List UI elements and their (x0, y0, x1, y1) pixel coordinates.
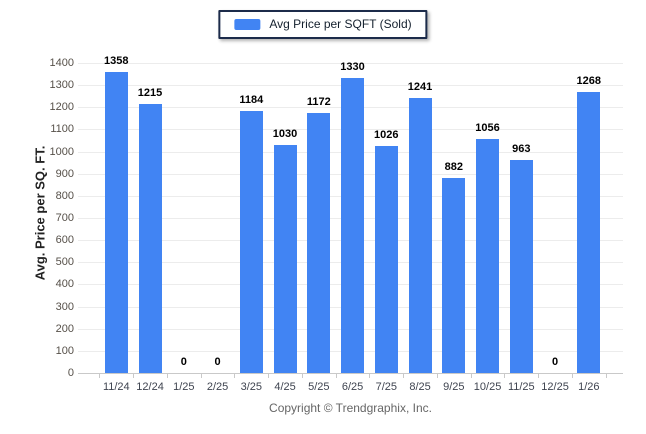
x-axis-tick (335, 374, 337, 378)
bar (374, 146, 398, 373)
x-tick-label: 7/25 (375, 381, 398, 393)
x-axis-tick (605, 374, 607, 378)
y-tick-label: 700 (55, 212, 74, 224)
y-tick-label: 600 (55, 234, 74, 247)
bar-value-label: 0 (551, 356, 559, 368)
x-tick-label: 3/25 (240, 381, 263, 393)
bar (239, 111, 263, 373)
x-tick-label: 8/25 (409, 381, 431, 393)
plot-area: 1358 11/24 1215 12/24 0 1/25 0 2/25 1184 3/25 1030… (78, 56, 623, 393)
x-tick-label: 6/25 (341, 381, 364, 393)
y-tick-label: 200 (55, 322, 74, 335)
x-axis-tick (369, 374, 371, 378)
bar-value-label: 882 (444, 161, 463, 173)
y-tick-label: 1400 (49, 57, 74, 69)
bar-value-label: 0 (214, 356, 221, 368)
bar (104, 72, 128, 373)
legend-label: Avg Price per SQFT (Sold) (269, 17, 412, 31)
y-tick-label: 100 (55, 344, 74, 357)
footer-copyright: Copyright © Trendgraphix, Inc. (269, 401, 432, 415)
x-tick-label: 1/26 (578, 381, 600, 393)
bar (408, 98, 432, 373)
y-tick-label: 500 (55, 256, 74, 269)
x-axis-tick (200, 374, 202, 378)
bar (476, 139, 500, 373)
gridline (78, 63, 623, 64)
bar (509, 160, 533, 373)
bar (138, 104, 162, 373)
bar (307, 113, 331, 373)
bar-value-label: 0 (180, 356, 187, 368)
y-tick-label: 1300 (49, 79, 74, 92)
x-tick-label: 4/25 (274, 381, 296, 393)
y-tick-label: 1100 (50, 123, 74, 136)
y-tick-label: 1200 (49, 101, 74, 114)
x-tick-label: 11/24 (102, 381, 130, 393)
x-axis-tick (99, 374, 101, 378)
x-axis-tick (301, 374, 303, 378)
x-tick-label: 2/25 (206, 381, 229, 393)
x-tick-label: 9/25 (443, 381, 465, 393)
x-tick-label: 12/24 (136, 381, 164, 393)
bar (273, 145, 297, 373)
y-tick-label: 300 (55, 300, 74, 313)
bar (442, 178, 466, 373)
x-axis-tick (571, 374, 573, 378)
x-axis-tick (166, 374, 168, 378)
x-tick-label: 10/25 (473, 381, 502, 393)
y-tick-label: 800 (55, 189, 74, 202)
bar-value-label: 1215 (137, 87, 163, 99)
x-axis-tick (234, 374, 236, 378)
x-axis-tick (436, 374, 438, 378)
legend: Avg Price per SQFT (Sold) (218, 10, 428, 39)
bar (341, 78, 365, 373)
x-axis-tick (268, 374, 270, 378)
bar-value-label: 1241 (407, 81, 433, 93)
x-axis-tick (133, 374, 135, 378)
bar-value-label: 1358 (104, 55, 129, 67)
x-axis-tick (538, 374, 540, 378)
x-tick-label: 11/25 (507, 381, 535, 393)
bar-value-label: 1026 (374, 129, 399, 141)
legend-swatch-icon (234, 18, 261, 30)
x-tick-label: 12/25 (541, 381, 569, 393)
x-tick-label: 5/25 (308, 381, 330, 393)
bar (577, 92, 601, 373)
bar-value-label: 1030 (272, 128, 298, 140)
bar-value-label: 1268 (576, 75, 602, 87)
bar-value-label: 1056 (475, 122, 500, 134)
x-axis-tick (504, 374, 506, 378)
x-axis-tick (470, 374, 472, 378)
x-axis-tick (403, 374, 405, 378)
bar-value-label: 1184 (239, 94, 264, 106)
bar-value-label: 1172 (306, 96, 331, 108)
bar-value-label: 963 (512, 143, 531, 155)
y-tick-label: 1000 (49, 145, 74, 158)
y-tick-label: 400 (55, 278, 74, 291)
y-tick-label: 0 (67, 367, 74, 379)
y-tick-label: 900 (55, 167, 74, 180)
bar-value-label: 1330 (340, 61, 365, 73)
x-tick-label: 1/25 (173, 381, 195, 393)
